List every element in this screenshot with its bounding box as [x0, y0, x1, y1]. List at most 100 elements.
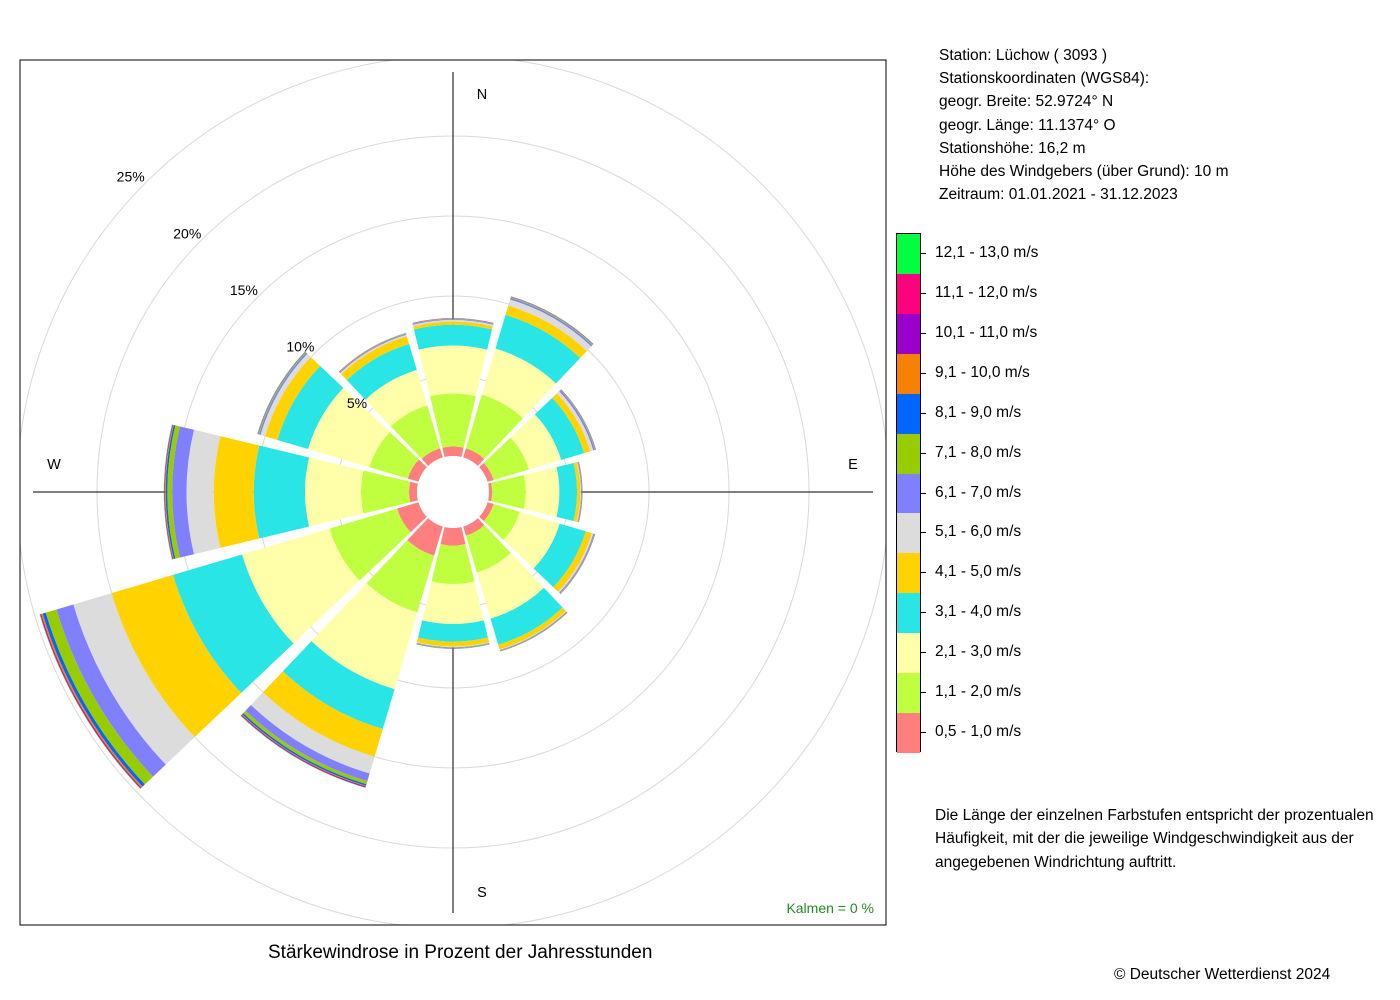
legend-label: 8,1 - 9,0 m/s: [935, 403, 1022, 421]
compass-label-w: W: [47, 457, 61, 473]
wedge-segment: [186, 429, 221, 555]
windrose-chart: 5% 10% 15% 20% 25% N E S W Kalmen = 0 %: [19, 59, 887, 926]
wedge-segment: [440, 527, 466, 546]
wedge-segment: [164, 424, 173, 560]
wedge-segment: [412, 320, 494, 327]
station-latitude: geogr. Breite: 52.9724° N: [939, 93, 1114, 111]
legend-tick: [920, 612, 926, 614]
legend-tick: [920, 532, 926, 534]
wedge-segment: [341, 336, 410, 381]
wedge-segment: [498, 607, 566, 650]
wedge-segment: [416, 642, 490, 648]
wedge-segment: [556, 463, 577, 521]
wedge-segment: [265, 357, 321, 440]
wedge-segment: [73, 593, 195, 765]
wedge-segment: [552, 393, 591, 454]
station-coordinates-heading: Stationskoordinaten (WGS84):: [939, 70, 1150, 88]
wedge-segment: [491, 475, 526, 509]
wedge-segment: [412, 318, 494, 324]
legend-tick: [920, 492, 926, 494]
legend-label: 10,1 - 11,0 m/s: [935, 323, 1038, 341]
legend-tick: [920, 292, 926, 294]
wedge-segment: [416, 642, 490, 648]
legend-tick: [920, 412, 926, 414]
explanation-note: Die Länge der einzelnen Farbstufen entsp…: [935, 804, 1374, 874]
wedge-segment: [534, 397, 585, 460]
wedge-segment: [576, 462, 582, 522]
wedge-segment: [476, 552, 544, 619]
legend-label: 7,1 - 8,0 m/s: [935, 443, 1022, 461]
wedge-segment: [165, 424, 176, 560]
wedge-segment: [479, 462, 494, 482]
legend-swatch: [897, 593, 920, 634]
wedge-segment: [111, 574, 242, 738]
wedge-segment: [578, 461, 583, 523]
station-name: Station: Lüchow ( 3093 ): [939, 47, 1108, 64]
wedge-segment: [416, 644, 490, 649]
wedge-segment: [213, 436, 260, 548]
legend-swatch: [897, 234, 920, 275]
radial-tick-label: 15%: [230, 282, 258, 298]
wedge-segment: [397, 502, 427, 533]
compass-label-n: N: [477, 87, 487, 103]
wedge-segment: [250, 692, 375, 774]
legend-tick: [920, 692, 926, 694]
wedge-segment: [465, 394, 523, 459]
wedge-segment: [578, 461, 583, 523]
wedge-segment: [418, 345, 488, 397]
wedge-segment: [365, 370, 428, 427]
center-hole: [417, 456, 489, 528]
legend-swatch: [897, 273, 920, 315]
wedge-segment: [488, 482, 493, 502]
wedge-segment: [282, 641, 395, 730]
wedge-segment: [412, 318, 494, 324]
wedge-segment: [578, 461, 583, 523]
wedge-segment: [465, 525, 511, 573]
wedge-segment: [463, 518, 485, 536]
radial-tick-label: 5%: [347, 395, 367, 411]
wedge-segment: [442, 446, 464, 457]
wedge-segment: [412, 319, 494, 325]
wedge-segment: [164, 424, 173, 560]
wedge-segment: [479, 502, 494, 522]
legend-tick: [920, 572, 926, 574]
compass-label-s: S: [477, 885, 487, 901]
wedge-segment: [412, 318, 494, 324]
legend-label: 11,1 - 12,0 m/s: [935, 283, 1038, 301]
wedge-segment: [503, 511, 560, 569]
wedge-segment: [361, 470, 411, 514]
wedge-segment: [305, 457, 364, 527]
copyright: © Deutscher Wetterdienst 2024: [1114, 966, 1331, 983]
wedge-segment: [431, 544, 475, 584]
wedge-segment: [416, 643, 490, 649]
wedge-segment: [329, 508, 411, 581]
station-info: Station: Lüchow ( 3093 ) Stationskoordin…: [939, 44, 1228, 206]
wedge-segment: [245, 704, 370, 782]
wedge-segment: [346, 343, 417, 400]
legend-swatch: [897, 513, 920, 554]
anemometer-height: Höhe des Windgebers (über Grund): 10 m: [939, 163, 1229, 181]
wedge-segment: [390, 405, 441, 459]
station-elevation: Stationshöhe: 16,2 m: [939, 139, 1086, 157]
wedge-segment: [416, 643, 490, 648]
wedge-segment: [412, 318, 494, 324]
wedge-segment: [56, 604, 166, 777]
wedge-segment: [533, 523, 586, 588]
wedge-segment: [412, 318, 494, 324]
compass-label-e: E: [848, 457, 858, 473]
wedge-segment: [416, 644, 490, 649]
legend-swatch: [897, 433, 920, 475]
note-line-3: angegebenen Windrichtung auftritt.: [935, 853, 1177, 871]
wedge-segment: [260, 353, 311, 437]
legend-tick: [920, 332, 926, 334]
legend-swatch: [897, 393, 920, 435]
wedge-segment: [421, 448, 443, 466]
wedge-segment: [167, 425, 180, 559]
legend-swatch: [897, 713, 920, 754]
wedge-segment: [578, 461, 583, 523]
wedge-segment: [165, 424, 174, 560]
wedge-segment: [45, 609, 153, 785]
time-period: Zeitraum: 01.01.2021 - 31.12.2023: [939, 186, 1178, 204]
wedge-segment: [463, 448, 485, 466]
wedge-segment: [277, 365, 344, 450]
